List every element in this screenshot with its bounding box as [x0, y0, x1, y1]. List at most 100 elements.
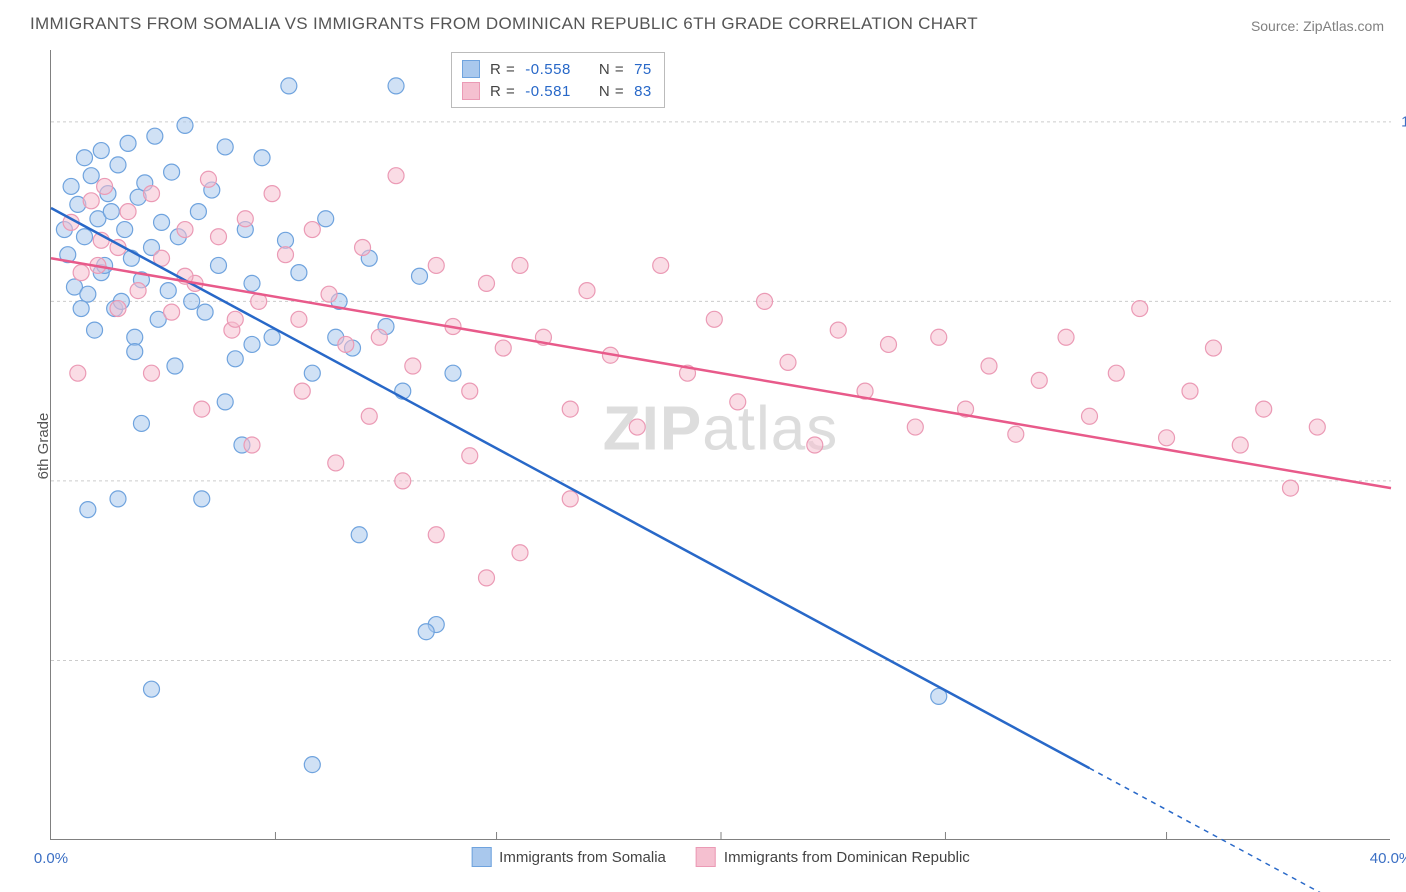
data-point: [351, 527, 367, 543]
data-point: [70, 365, 86, 381]
data-point: [87, 322, 103, 338]
data-point: [133, 415, 149, 431]
bottom-legend: Immigrants from Somalia Immigrants from …: [471, 847, 970, 867]
data-point: [1205, 340, 1221, 356]
r-label: R =: [490, 83, 515, 100]
x-tick-label: 0.0%: [34, 850, 68, 867]
data-point: [1283, 480, 1299, 496]
data-point: [445, 365, 461, 381]
somalia-r-value: -0.558: [525, 61, 571, 78]
data-point: [512, 257, 528, 273]
data-point: [1031, 372, 1047, 388]
data-point: [177, 117, 193, 133]
data-point: [388, 78, 404, 94]
data-point: [164, 304, 180, 320]
r-label: R =: [490, 61, 515, 78]
data-point: [254, 150, 270, 166]
data-point: [1256, 401, 1272, 417]
data-point: [80, 502, 96, 518]
data-point: [321, 286, 337, 302]
data-point: [304, 222, 320, 238]
data-point: [264, 186, 280, 202]
data-point: [291, 311, 307, 327]
data-point: [127, 329, 143, 345]
data-point: [428, 527, 444, 543]
dominican-swatch-icon: [696, 847, 716, 867]
source-attribution: Source: ZipAtlas.com: [1251, 18, 1384, 34]
data-point: [830, 322, 846, 338]
chart-container: IMMIGRANTS FROM SOMALIA VS IMMIGRANTS FR…: [0, 0, 1406, 892]
data-point: [355, 240, 371, 256]
data-point: [73, 265, 89, 281]
source-label: Source:: [1251, 18, 1303, 34]
data-point: [147, 128, 163, 144]
dominican-swatch: [462, 82, 480, 100]
data-point: [706, 311, 722, 327]
corr-row-somalia: R = -0.558 N = 75: [462, 58, 652, 80]
data-point: [562, 491, 578, 507]
data-point: [1309, 419, 1325, 435]
data-point: [120, 135, 136, 151]
data-point: [361, 408, 377, 424]
n-label: N =: [599, 61, 624, 78]
data-point: [63, 178, 79, 194]
data-point: [73, 301, 89, 317]
data-point: [244, 336, 260, 352]
data-point: [194, 491, 210, 507]
data-point: [80, 286, 96, 302]
n-label: N =: [599, 83, 624, 100]
data-point: [881, 336, 897, 352]
data-point: [1182, 383, 1198, 399]
data-point: [479, 570, 495, 586]
data-point: [1232, 437, 1248, 453]
data-point: [388, 168, 404, 184]
trend-line-dominican: [51, 258, 1391, 488]
data-point: [405, 358, 421, 374]
trend-line-somalia: [51, 208, 1090, 768]
data-point: [418, 624, 434, 640]
data-point: [144, 681, 160, 697]
data-point: [1108, 365, 1124, 381]
data-point: [164, 164, 180, 180]
data-point: [227, 311, 243, 327]
data-point: [304, 365, 320, 381]
legend-label-somalia: Immigrants from Somalia: [499, 849, 666, 866]
data-point: [217, 394, 233, 410]
data-point: [97, 178, 113, 194]
data-point: [1058, 329, 1074, 345]
data-point: [479, 275, 495, 291]
data-point: [1132, 301, 1148, 317]
data-point: [237, 211, 253, 227]
data-point: [371, 329, 387, 345]
data-point: [200, 171, 216, 187]
dominican-n-value: 83: [634, 83, 652, 100]
data-point: [144, 186, 160, 202]
data-point: [278, 232, 294, 248]
legend-item-dominican: Immigrants from Dominican Republic: [696, 847, 970, 867]
data-point: [77, 229, 93, 245]
data-point: [130, 283, 146, 299]
data-point: [462, 383, 478, 399]
data-point: [412, 268, 428, 284]
data-point: [120, 204, 136, 220]
data-point: [512, 545, 528, 561]
data-point: [211, 229, 227, 245]
data-point: [495, 340, 511, 356]
data-point: [780, 354, 796, 370]
data-point: [227, 351, 243, 367]
data-point: [281, 78, 297, 94]
source-link[interactable]: ZipAtlas.com: [1303, 18, 1384, 34]
somalia-swatch: [462, 60, 480, 78]
data-point: [103, 204, 119, 220]
y-tick-label: 100.0%: [1401, 113, 1406, 130]
data-point: [154, 214, 170, 230]
data-point: [304, 757, 320, 773]
data-point: [1159, 430, 1175, 446]
chart-title: IMMIGRANTS FROM SOMALIA VS IMMIGRANTS FR…: [30, 14, 978, 34]
data-point: [190, 204, 206, 220]
data-point: [318, 211, 334, 227]
data-point: [194, 401, 210, 417]
data-point: [328, 455, 344, 471]
data-point: [83, 168, 99, 184]
data-point: [291, 265, 307, 281]
